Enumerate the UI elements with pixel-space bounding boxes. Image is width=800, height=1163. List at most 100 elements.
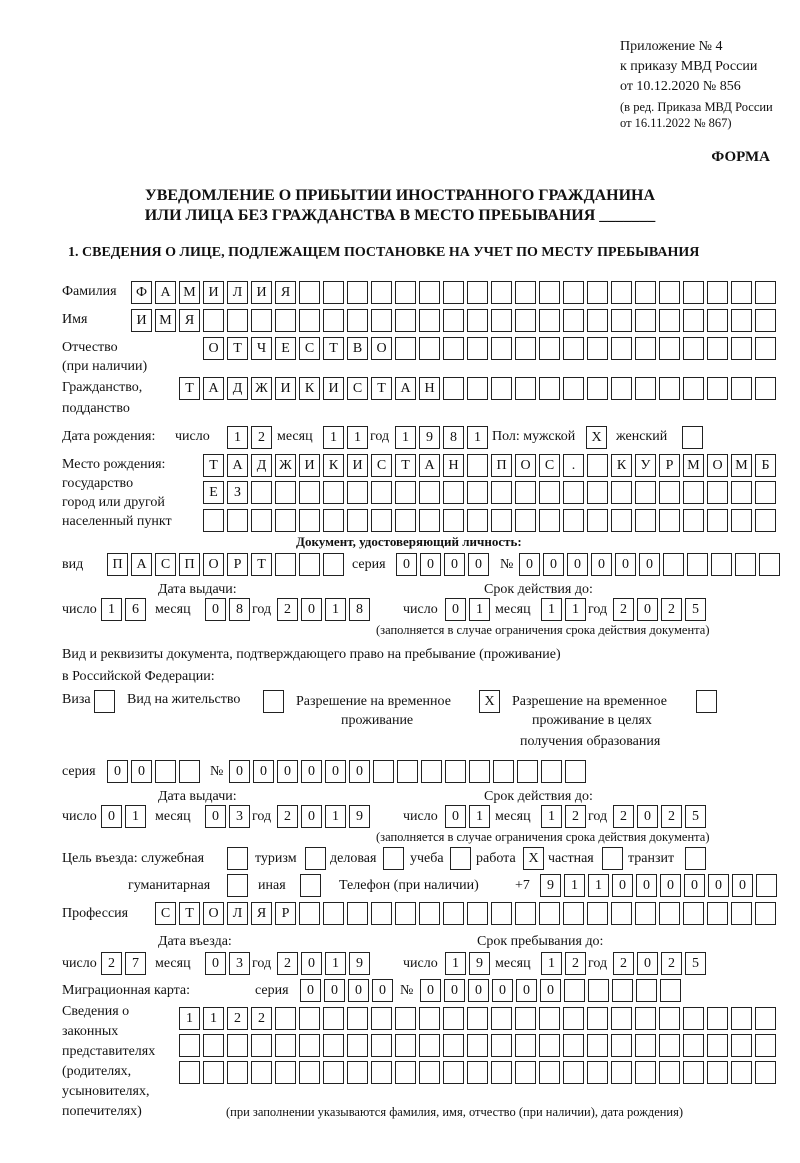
temp-res-edu-checkbox[interactable] xyxy=(696,690,720,713)
char-cell[interactable]: Л xyxy=(227,281,248,304)
char-cell[interactable]: З xyxy=(227,481,248,504)
char-cell[interactable] xyxy=(203,309,224,332)
char-cell[interactable] xyxy=(515,481,536,504)
char-cell[interactable] xyxy=(587,281,608,304)
char-cell[interactable] xyxy=(587,1061,608,1084)
char-cell[interactable] xyxy=(395,309,416,332)
char-cell[interactable] xyxy=(563,377,584,400)
char-cell[interactable]: 0 xyxy=(300,979,321,1002)
char-cell[interactable]: 2 xyxy=(613,598,634,621)
char-cell[interactable] xyxy=(735,553,756,576)
char-cell[interactable] xyxy=(419,337,440,360)
char-cell[interactable] xyxy=(759,553,780,576)
char-cell[interactable]: М xyxy=(683,454,704,477)
char-cell[interactable] xyxy=(323,553,344,576)
char-cell[interactable] xyxy=(323,481,344,504)
char-cell[interactable]: 2 xyxy=(277,805,298,828)
char-cell[interactable]: 0 xyxy=(396,553,417,576)
representatives-field-3[interactable] xyxy=(179,1061,779,1084)
char-cell[interactable] xyxy=(611,1034,632,1057)
char-cell[interactable]: 1 xyxy=(541,805,562,828)
char-cell[interactable] xyxy=(263,690,284,713)
char-cell[interactable] xyxy=(450,847,471,870)
char-cell[interactable]: К xyxy=(323,454,344,477)
char-cell[interactable] xyxy=(731,902,752,925)
char-cell[interactable] xyxy=(635,377,656,400)
char-cell[interactable] xyxy=(635,1007,656,1030)
char-cell[interactable] xyxy=(299,553,320,576)
char-cell[interactable] xyxy=(611,1061,632,1084)
char-cell[interactable]: 0 xyxy=(205,952,226,975)
char-cell[interactable]: 1 xyxy=(125,805,146,828)
char-cell[interactable]: С xyxy=(539,454,560,477)
purpose-study-checkbox[interactable] xyxy=(450,847,474,870)
char-cell[interactable]: Т xyxy=(203,454,224,477)
char-cell[interactable]: 0 xyxy=(636,874,657,897)
char-cell[interactable]: Я xyxy=(275,281,296,304)
char-cell[interactable]: О xyxy=(371,337,392,360)
char-cell[interactable] xyxy=(515,309,536,332)
char-cell[interactable]: Р xyxy=(275,902,296,925)
char-cell[interactable] xyxy=(323,509,344,532)
char-cell[interactable]: 2 xyxy=(661,598,682,621)
char-cell[interactable] xyxy=(347,481,368,504)
char-cell[interactable] xyxy=(395,902,416,925)
char-cell[interactable]: Р xyxy=(659,454,680,477)
char-cell[interactable]: 0 xyxy=(612,874,633,897)
char-cell[interactable] xyxy=(371,481,392,504)
char-cell[interactable] xyxy=(515,902,536,925)
char-cell[interactable]: Т xyxy=(227,337,248,360)
char-cell[interactable] xyxy=(611,377,632,400)
char-cell[interactable] xyxy=(731,481,752,504)
char-cell[interactable]: 2 xyxy=(613,805,634,828)
char-cell[interactable]: С xyxy=(155,902,176,925)
char-cell[interactable] xyxy=(755,377,776,400)
char-cell[interactable] xyxy=(707,481,728,504)
char-cell[interactable] xyxy=(299,481,320,504)
char-cell[interactable] xyxy=(659,1007,680,1030)
char-cell[interactable]: С xyxy=(371,454,392,477)
char-cell[interactable] xyxy=(419,481,440,504)
char-cell[interactable] xyxy=(660,979,681,1002)
char-cell[interactable]: 8 xyxy=(443,426,464,449)
char-cell[interactable] xyxy=(491,337,512,360)
char-cell[interactable]: 1 xyxy=(467,426,488,449)
sex-male-checkbox[interactable]: X xyxy=(586,426,610,449)
char-cell[interactable] xyxy=(419,281,440,304)
char-cell[interactable] xyxy=(395,1034,416,1057)
char-cell[interactable] xyxy=(731,509,752,532)
char-cell[interactable] xyxy=(275,481,296,504)
char-cell[interactable]: 9 xyxy=(419,426,440,449)
char-cell[interactable]: 0 xyxy=(543,553,564,576)
char-cell[interactable]: 1 xyxy=(541,598,562,621)
char-cell[interactable]: 1 xyxy=(227,426,248,449)
char-cell[interactable] xyxy=(299,902,320,925)
char-cell[interactable]: 1 xyxy=(325,598,346,621)
char-cell[interactable]: Т xyxy=(251,553,272,576)
char-cell[interactable]: О xyxy=(203,553,224,576)
char-cell[interactable] xyxy=(587,509,608,532)
char-cell[interactable] xyxy=(563,337,584,360)
char-cell[interactable]: 0 xyxy=(420,553,441,576)
char-cell[interactable]: 1 xyxy=(323,426,344,449)
char-cell[interactable]: 9 xyxy=(540,874,561,897)
char-cell[interactable] xyxy=(383,847,404,870)
char-cell[interactable] xyxy=(467,454,488,477)
char-cell[interactable]: 1 xyxy=(541,952,562,975)
char-cell[interactable]: 0 xyxy=(277,760,298,783)
char-cell[interactable] xyxy=(731,1034,752,1057)
char-cell[interactable] xyxy=(659,1061,680,1084)
char-cell[interactable]: В xyxy=(347,337,368,360)
char-cell[interactable] xyxy=(323,902,344,925)
char-cell[interactable]: 0 xyxy=(519,553,540,576)
char-cell[interactable]: Л xyxy=(227,902,248,925)
char-cell[interactable] xyxy=(179,760,200,783)
